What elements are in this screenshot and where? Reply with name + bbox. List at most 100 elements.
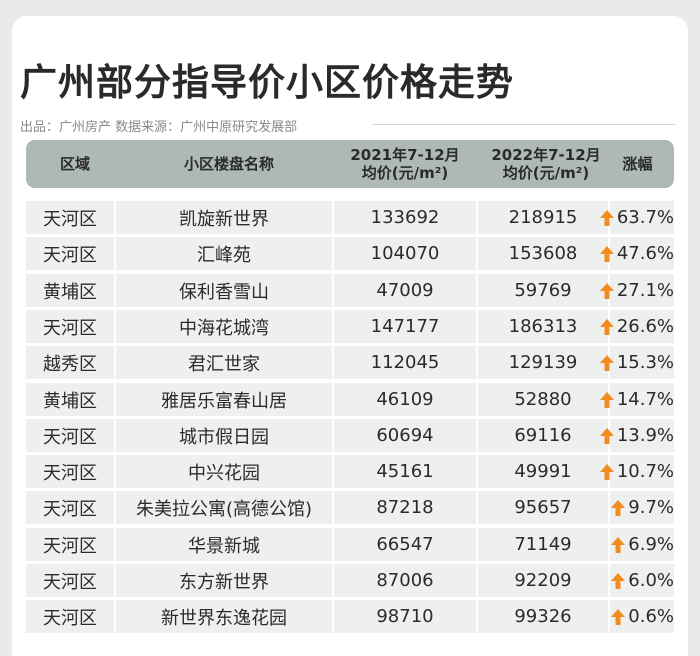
cell-name: 华景新城 xyxy=(116,528,332,561)
cell-name: 城市假日园 xyxy=(116,419,332,452)
cell-change: 27.1% xyxy=(599,274,674,307)
cell-price-2022: 92209 xyxy=(478,564,608,597)
cell-change: 9.7% xyxy=(610,491,674,524)
cell-district: 天河区 xyxy=(26,564,114,597)
change-wrap: 0.6% xyxy=(610,606,674,627)
table-row: 天河区 东方新世界 87006 92209 6.0% xyxy=(26,564,674,597)
cell-name: 保利香雪山 xyxy=(116,274,332,307)
cell-district: 黄埔区 xyxy=(26,383,114,416)
table-row: 黄埔区 雅居乐富春山居 46109 52880 14.7% xyxy=(26,383,674,416)
cell-price-2021: 60694 xyxy=(334,419,476,452)
change-wrap: 14.7% xyxy=(599,389,674,410)
header-price-2021: 2021年7-12月 均价(元/m²) xyxy=(334,140,476,188)
table-row: 天河区 中海花城湾 147177 186313 26.6% xyxy=(26,310,674,343)
change-wrap: 13.9% xyxy=(599,425,674,446)
up-arrow-icon xyxy=(599,354,614,371)
cell-district: 天河区 xyxy=(26,201,114,234)
header-price-2022-period: 2022年7-12月 xyxy=(491,146,601,164)
change-value: 10.7% xyxy=(616,461,674,482)
source-note: 出品：广州房产 数据来源：广州中原研究发展部 xyxy=(20,120,298,135)
change-wrap: 15.3% xyxy=(599,352,674,373)
up-arrow-icon xyxy=(599,391,614,408)
cell-name: 朱美拉公寓(高德公馆) xyxy=(116,491,332,524)
cell-change: 10.7% xyxy=(599,455,674,488)
cell-price-2021: 45161 xyxy=(334,455,476,488)
cell-district: 天河区 xyxy=(26,491,114,524)
change-value: 47.6% xyxy=(616,243,674,264)
header-price-2021-unit: 均价(元/m²) xyxy=(361,164,449,182)
change-wrap: 10.7% xyxy=(599,461,674,482)
change-value: 13.9% xyxy=(616,425,674,446)
change-wrap: 9.7% xyxy=(610,497,674,518)
cell-change: 6.0% xyxy=(610,564,674,597)
cell-name: 汇峰苑 xyxy=(116,237,332,270)
cell-price-2021: 66547 xyxy=(334,528,476,561)
cell-price-2022: 218915 xyxy=(478,201,608,234)
table-row: 天河区 朱美拉公寓(高德公馆) 87218 95657 9.7% xyxy=(26,491,674,524)
cell-change: 47.6% xyxy=(599,237,674,270)
cell-district: 黄埔区 xyxy=(26,274,114,307)
table-row: 天河区 城市假日园 60694 69116 13.9% xyxy=(26,419,674,452)
cell-change: 0.6% xyxy=(610,600,674,633)
cell-price-2021: 98710 xyxy=(334,600,476,633)
table-row: 天河区 华景新城 66547 71149 6.9% xyxy=(26,528,674,561)
cell-name: 凯旋新世界 xyxy=(116,201,332,234)
up-arrow-icon xyxy=(599,282,614,299)
cell-change: 15.3% xyxy=(599,346,674,379)
up-arrow-icon xyxy=(599,463,614,480)
up-arrow-icon xyxy=(599,245,614,262)
cell-price-2022: 49991 xyxy=(478,455,608,488)
table-row: 天河区 中兴花园 45161 49991 10.7% xyxy=(26,455,674,488)
cell-price-2022: 71149 xyxy=(478,528,608,561)
up-arrow-icon xyxy=(611,572,626,589)
cell-change: 63.7% xyxy=(599,201,674,234)
cell-price-2022: 186313 xyxy=(478,310,608,343)
cell-name: 新世界东逸花园 xyxy=(116,600,332,633)
change-value: 26.6% xyxy=(616,316,674,337)
cell-change: 6.9% xyxy=(610,528,674,561)
change-wrap: 63.7% xyxy=(599,207,674,228)
header-change: 涨幅 xyxy=(622,155,653,173)
header-price-2022-unit: 均价(元/m²) xyxy=(502,164,590,182)
cell-change: 26.6% xyxy=(599,310,674,343)
cell-price-2022: 59769 xyxy=(478,274,608,307)
cell-price-2022: 69116 xyxy=(478,419,608,452)
cell-price-2021: 133692 xyxy=(334,201,476,234)
up-arrow-icon xyxy=(599,427,614,444)
page-title: 广州部分指导价小区价格走势 xyxy=(20,61,514,104)
change-wrap: 6.9% xyxy=(610,534,674,555)
cell-price-2021: 112045 xyxy=(334,346,476,379)
cell-name: 东方新世界 xyxy=(116,564,332,597)
change-wrap: 26.6% xyxy=(599,316,674,337)
up-arrow-icon xyxy=(611,608,626,625)
cell-price-2021: 47009 xyxy=(334,274,476,307)
cell-change: 13.9% xyxy=(599,419,674,452)
cell-price-2021: 87218 xyxy=(334,491,476,524)
cell-price-2022: 95657 xyxy=(478,491,608,524)
cell-district: 天河区 xyxy=(26,419,114,452)
table-row: 天河区 汇峰苑 104070 153608 47.6% xyxy=(26,237,674,270)
cell-district: 越秀区 xyxy=(26,346,114,379)
cell-name: 雅居乐富春山居 xyxy=(116,383,332,416)
table-header: 区域 小区楼盘名称 2021年7-12月 均价(元/m²) 2022年7-12月… xyxy=(26,140,674,188)
change-value: 14.7% xyxy=(616,389,674,410)
cell-price-2021: 87006 xyxy=(334,564,476,597)
source-divider xyxy=(372,124,676,125)
cell-district: 天河区 xyxy=(26,237,114,270)
cell-price-2022: 99326 xyxy=(478,600,608,633)
table-row: 天河区 新世界东逸花园 98710 99326 0.6% xyxy=(26,600,674,633)
cell-name: 中海花城湾 xyxy=(116,310,332,343)
cell-price-2021: 46109 xyxy=(334,383,476,416)
change-value: 6.0% xyxy=(628,570,674,591)
cell-change: 14.7% xyxy=(599,383,674,416)
change-value: 15.3% xyxy=(616,352,674,373)
table-row: 越秀区 君汇世家 112045 129139 15.3% xyxy=(26,346,674,379)
cell-district: 天河区 xyxy=(26,455,114,488)
up-arrow-icon xyxy=(599,318,614,335)
cell-price-2021: 147177 xyxy=(334,310,476,343)
change-value: 63.7% xyxy=(616,207,674,228)
change-value: 0.6% xyxy=(628,606,674,627)
header-price-2022: 2022年7-12月 均价(元/m²) xyxy=(476,140,616,188)
cell-price-2022: 153608 xyxy=(478,237,608,270)
cell-price-2022: 129139 xyxy=(478,346,608,379)
